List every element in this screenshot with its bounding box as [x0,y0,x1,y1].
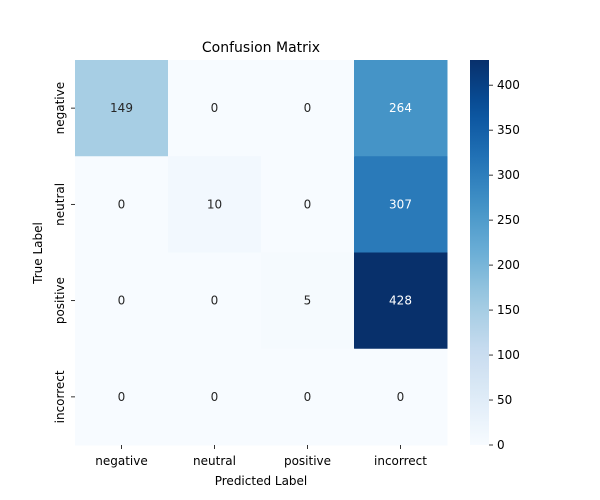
cell-value-label: 0 [118,390,126,404]
cell-value-label: 10 [207,197,222,211]
heatmap-cell [168,252,262,350]
heatmap-cell [75,252,169,350]
chart-title: Confusion Matrix [202,40,320,56]
y-axis-ticks: negative neutral positive incorrect [53,82,75,423]
cell-value-label: 428 [389,294,412,308]
cell-value-label: 149 [110,101,133,115]
heatmap-cell [261,156,355,253]
colorbar-tick-label: 100 [497,348,520,362]
x-axis-label: Predicted Label [215,474,308,488]
colorbar-tick-label: 250 [497,213,520,227]
cell-value-label: 0 [304,197,312,211]
x-tick-label: neutral [193,454,236,468]
cell-value-label: 0 [211,294,219,308]
heatmap-cell [261,348,355,446]
x-tick-label: positive [284,454,331,468]
cell-value-label: 0 [304,390,312,404]
cell-value-label: 0 [118,294,126,308]
colorbar-tick-label: 200 [497,258,520,272]
colorbar: 0 50 100 150 200 250 300 350 400 [470,60,520,452]
cell-value-label: 5 [304,294,312,308]
y-tick-label: positive [53,277,67,324]
cell-value-label: 264 [389,101,412,115]
colorbar-tick-label: 400 [497,78,520,92]
cell-value-label: 0 [118,197,126,211]
cell-value-label: 307 [389,197,412,211]
heatmap-cell [354,156,448,253]
y-axis-label: True Label [31,222,45,285]
heatmap-cell [75,60,169,157]
x-axis-ticks: negative neutral positive incorrect [95,445,427,468]
heatmap-cell [261,60,355,157]
x-tick-label: incorrect [374,454,427,468]
colorbar-gradient [470,60,489,445]
x-tick-label: negative [95,454,147,468]
y-tick-label: negative [53,82,67,134]
colorbar-tick-label: 150 [497,303,520,317]
y-tick-label: neutral [53,183,67,226]
cell-value-label: 0 [211,101,219,115]
heatmap-cell [75,156,169,253]
heatmap-cell [261,252,355,350]
colorbar-tick-label: 0 [497,438,505,452]
heatmap-cell [168,348,262,446]
colorbar-tick-label: 300 [497,168,520,182]
cell-value-label: 0 [211,390,219,404]
heatmap-cell-labels: 149 0 0 264 0 10 0 307 0 0 5 428 0 0 0 0 [110,101,412,404]
heatmap-cell [168,156,262,253]
colorbar-tick-label: 350 [497,123,520,137]
cell-value-label: 0 [397,390,405,404]
cell-value-label: 0 [304,101,312,115]
heatmap-cell [75,348,169,446]
colorbar-tick-label: 50 [497,393,512,407]
heatmap-cells [75,60,448,446]
heatmap-cell [354,60,448,157]
y-tick-label: incorrect [53,370,67,423]
heatmap-cell [168,60,262,157]
heatmap-cell [354,252,448,350]
heatmap-cell [354,348,448,446]
